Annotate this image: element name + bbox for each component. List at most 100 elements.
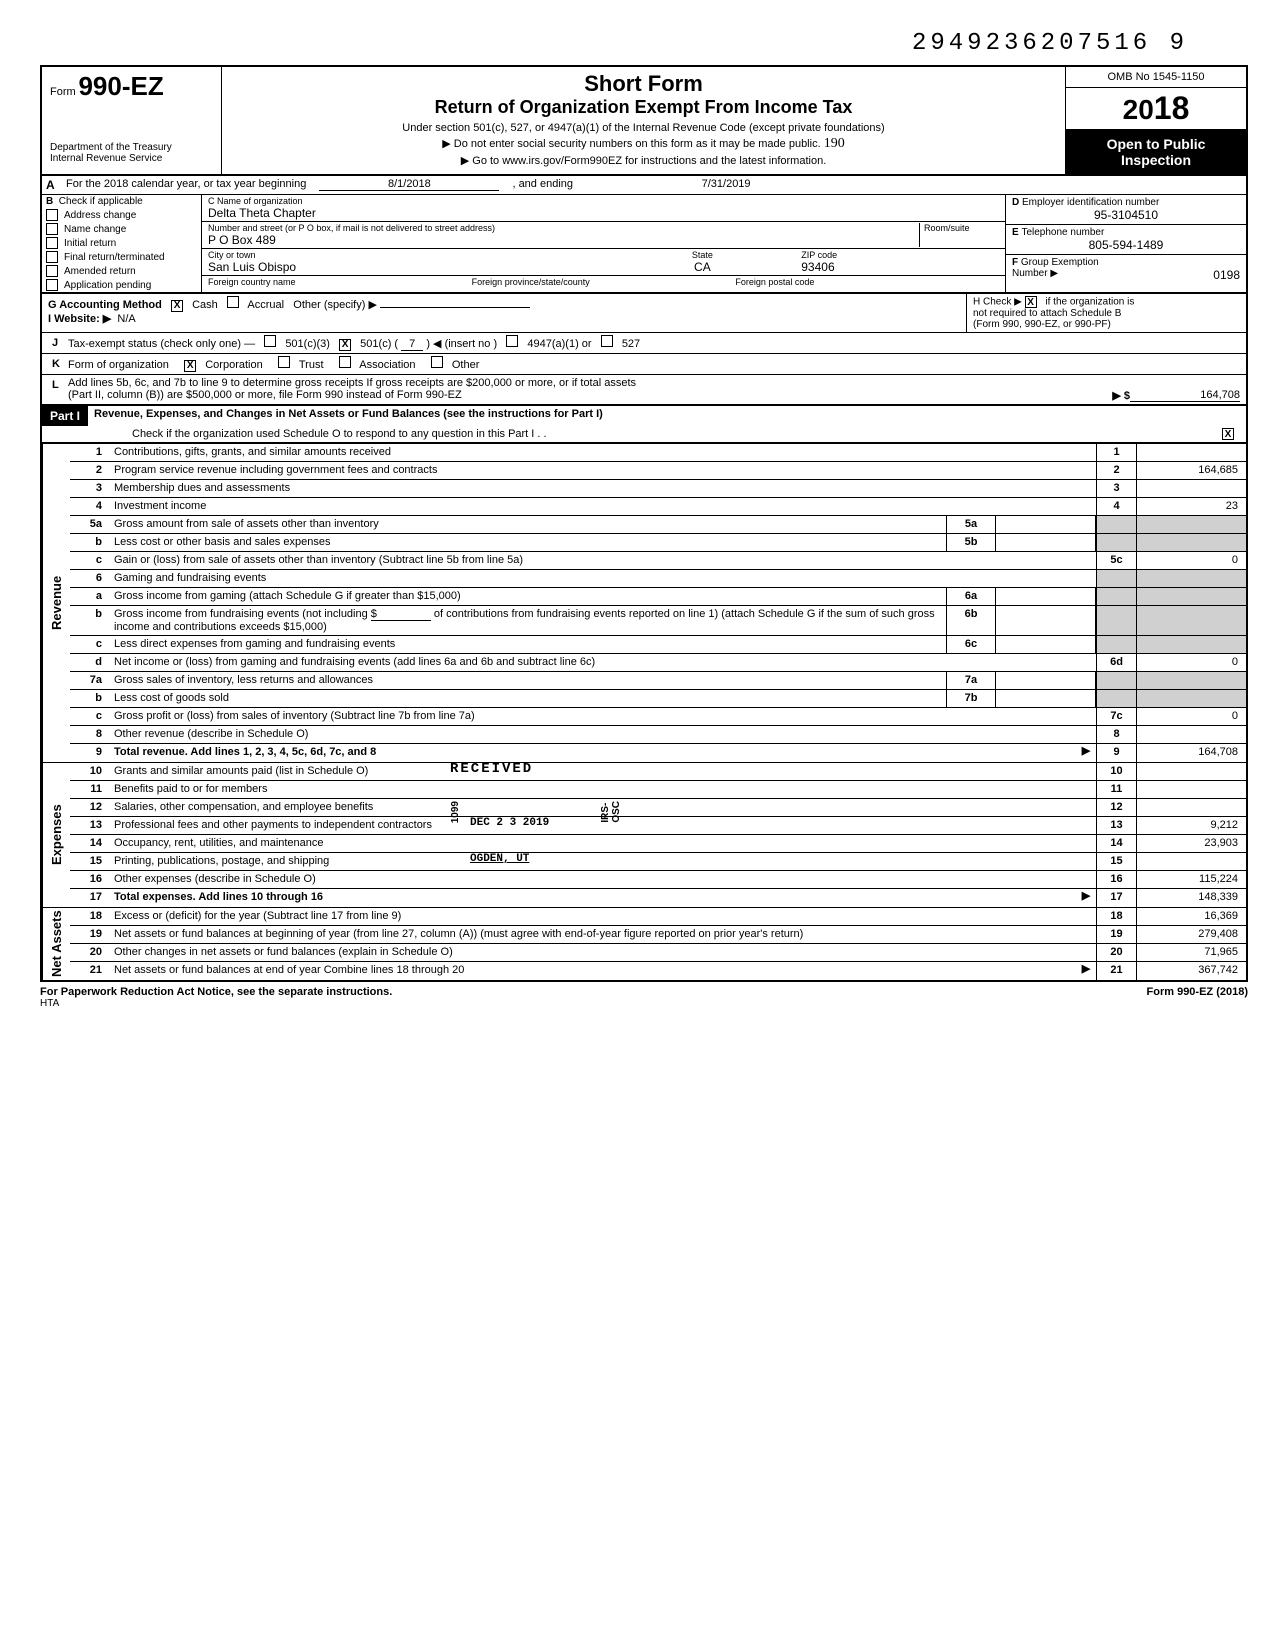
tax-year: 2018 [1066, 88, 1246, 130]
checkbox-527[interactable] [601, 335, 613, 347]
opt-assoc: Association [359, 359, 415, 371]
line-5c: c Gain or (loss) from sale of assets oth… [70, 552, 1246, 570]
line-6b-amount-field[interactable]: $ [371, 608, 431, 621]
ein-value: 95-3104510 [1012, 208, 1240, 222]
form-number: 990-EZ [78, 71, 163, 101]
line-2-val: 164,685 [1136, 462, 1246, 479]
form-footer-id: Form 990-EZ (2018) [1147, 986, 1248, 1009]
line-13: 13 Professional fees and other payments … [70, 817, 1246, 835]
line-6a: a Gross income from gaming (attach Sched… [70, 588, 1246, 606]
other-method-field[interactable] [380, 307, 530, 308]
line-21-desc: Net assets or fund balances at end of ye… [110, 962, 1076, 980]
org-zip: 93406 [801, 260, 999, 274]
side-label-expenses: Expenses [42, 763, 70, 907]
letter-j: J [48, 335, 68, 351]
line-7a-desc: Gross sales of inventory, less returns a… [110, 672, 946, 689]
line-8: 8 Other revenue (describe in Schedule O)… [70, 726, 1246, 744]
col-c-org-info: C Name of organization Delta Theta Chapt… [202, 195, 1006, 292]
checkbox-501c[interactable]: X [339, 339, 351, 351]
line-12-val [1136, 799, 1246, 816]
line-7a: 7a Gross sales of inventory, less return… [70, 672, 1246, 690]
row-k: K Form of organization X Corporation Tru… [40, 354, 1248, 375]
letter-a: A [42, 176, 62, 194]
line-19-desc: Net assets or fund balances at beginning… [110, 926, 1096, 943]
addr-label: Number and street (or P O box, if mail i… [208, 223, 919, 233]
line-19: 19 Net assets or fund balances at beginn… [70, 926, 1246, 944]
checkbox-corp[interactable]: X [184, 360, 196, 372]
checkbox-501c3[interactable] [264, 335, 276, 347]
l-value: 164,708 [1130, 389, 1240, 402]
received-stamp: RECEIVED [450, 761, 533, 777]
dept-treasury: Department of the Treasury [50, 142, 213, 153]
line-20: 20 Other changes in net assets or fund b… [70, 944, 1246, 962]
open-to-public: Open to Public Inspection [1066, 130, 1246, 174]
subtitle: Under section 501(c), 527, or 4947(a)(1)… [230, 122, 1057, 134]
checkbox-accrual[interactable] [227, 296, 239, 308]
k-label: Form of organization [68, 359, 169, 371]
line-5b-mid: 5b [946, 534, 996, 551]
city-label: City or town [208, 250, 604, 260]
h-text3: (Form 990, 990-EZ, or 990-PF) [973, 319, 1111, 330]
checkbox-name-change[interactable] [46, 223, 58, 235]
org-address: P O Box 489 [208, 233, 919, 247]
name-label: C Name of organization [208, 196, 999, 206]
opt-pending: Application pending [64, 280, 151, 291]
letter-k: K [48, 356, 68, 372]
part1-check-text: Check if the organization used Schedule … [132, 428, 1222, 440]
form-prefix: Form [50, 86, 76, 98]
footer: For Paperwork Reduction Act Notice, see … [40, 982, 1248, 1009]
line-6c-desc: Less direct expenses from gaming and fun… [110, 636, 946, 653]
opt-final-return: Final return/terminated [64, 252, 165, 263]
line-6c-mid: 6c [946, 636, 996, 653]
line-6: 6 Gaming and fundraising events [70, 570, 1246, 588]
opt-501c: 501(c) ( [360, 338, 398, 350]
opt-501c3: 501(c)(3) [285, 338, 330, 350]
opt-corp: Corporation [205, 359, 262, 371]
line-6d-val: 0 [1136, 654, 1246, 671]
checkbox-4947[interactable] [506, 335, 518, 347]
checkbox-h[interactable]: X [1025, 296, 1037, 308]
checkbox-amended[interactable] [46, 265, 58, 277]
line-3-val [1136, 480, 1246, 497]
checkbox-part1-schedule-o[interactable]: X [1222, 428, 1234, 440]
opt-4947: 4947(a)(1) or [527, 338, 591, 350]
line-17-desc: Total expenses. Add lines 10 through 16 [114, 891, 323, 903]
checkbox-final-return[interactable] [46, 251, 58, 263]
line-14-desc: Occupancy, rent, utilities, and maintena… [110, 835, 1096, 852]
g-label: G Accounting Method [48, 299, 162, 311]
line-4-val: 23 [1136, 498, 1246, 515]
line-13-val: 9,212 [1136, 817, 1246, 834]
lines-table: Revenue 1 Contributions, gifts, grants, … [40, 444, 1248, 982]
letter-f: F [1012, 257, 1018, 268]
checkbox-other-org[interactable] [431, 356, 443, 368]
line-11-val [1136, 781, 1246, 798]
checkbox-cash[interactable]: X [171, 300, 183, 312]
omb-number: OMB No 1545-1150 [1066, 67, 1246, 88]
line-11-desc: Benefits paid to or for members [110, 781, 1096, 798]
checkbox-assoc[interactable] [339, 356, 351, 368]
line-6-desc: Gaming and fundraising events [110, 570, 1096, 587]
date-stamp: DEC 2 3 2019 [470, 817, 549, 829]
line-17: 17 Total expenses. Add lines 10 through … [70, 889, 1246, 907]
line-10-val [1136, 763, 1246, 780]
checkbox-address-change[interactable] [46, 209, 58, 221]
line-16-desc: Other expenses (describe in Schedule O) [110, 871, 1096, 888]
checkbox-trust[interactable] [278, 356, 290, 368]
line-2: 2 Program service revenue including gove… [70, 462, 1246, 480]
line-5b-desc: Less cost or other basis and sales expen… [110, 534, 946, 551]
group-number-label: Number ▶ [1012, 268, 1058, 279]
line-21: 21 Net assets or fund balances at end of… [70, 962, 1246, 980]
line-6b-mid: 6b [946, 606, 996, 635]
checkbox-initial-return[interactable] [46, 237, 58, 249]
document-id-number: 2949236207516 9 [40, 30, 1248, 57]
group-number-value: 0198 [1213, 268, 1240, 282]
checkbox-pending[interactable] [46, 279, 58, 291]
line-6d-desc: Net income or (loss) from gaming and fun… [110, 654, 1096, 671]
line-20-desc: Other changes in net assets or fund bala… [110, 944, 1096, 961]
opt-527: 527 [622, 338, 640, 350]
instruction-url: Go to www.irs.gov/Form990EZ for instruct… [472, 155, 826, 167]
line-6a-desc: Gross income from gaming (attach Schedul… [110, 588, 946, 605]
line-20-val: 71,965 [1136, 944, 1246, 961]
h-text2: not required to attach Schedule B [973, 308, 1121, 319]
line-7a-mid: 7a [946, 672, 996, 689]
